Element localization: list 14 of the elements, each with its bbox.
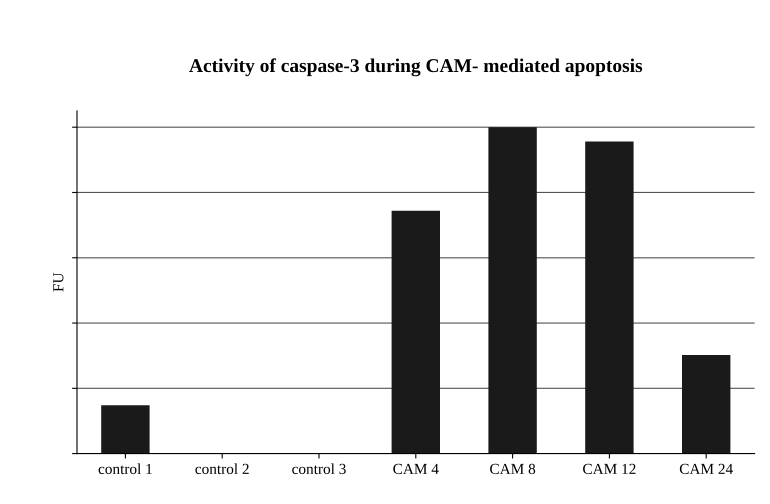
x-tick-label: CAM 12 bbox=[583, 464, 636, 474]
x-tick-label: control 3 bbox=[292, 463, 346, 474]
bar bbox=[488, 127, 537, 454]
x-tick-label: control 2 bbox=[195, 463, 249, 474]
y-axis-title: FU bbox=[53, 272, 64, 292]
bar bbox=[392, 210, 440, 454]
x-tick-label: CAM 4 bbox=[393, 464, 439, 474]
x-tick-label: CAM 8 bbox=[490, 464, 536, 474]
bar bbox=[682, 355, 730, 454]
bar bbox=[101, 405, 150, 454]
x-tick-label: CAM 24 bbox=[680, 464, 733, 474]
bar bbox=[585, 142, 634, 454]
chart-title: Activity of caspase-3 during CAM- mediated apoptosis bbox=[189, 58, 642, 76]
x-tick-label: control 1 bbox=[98, 463, 152, 474]
